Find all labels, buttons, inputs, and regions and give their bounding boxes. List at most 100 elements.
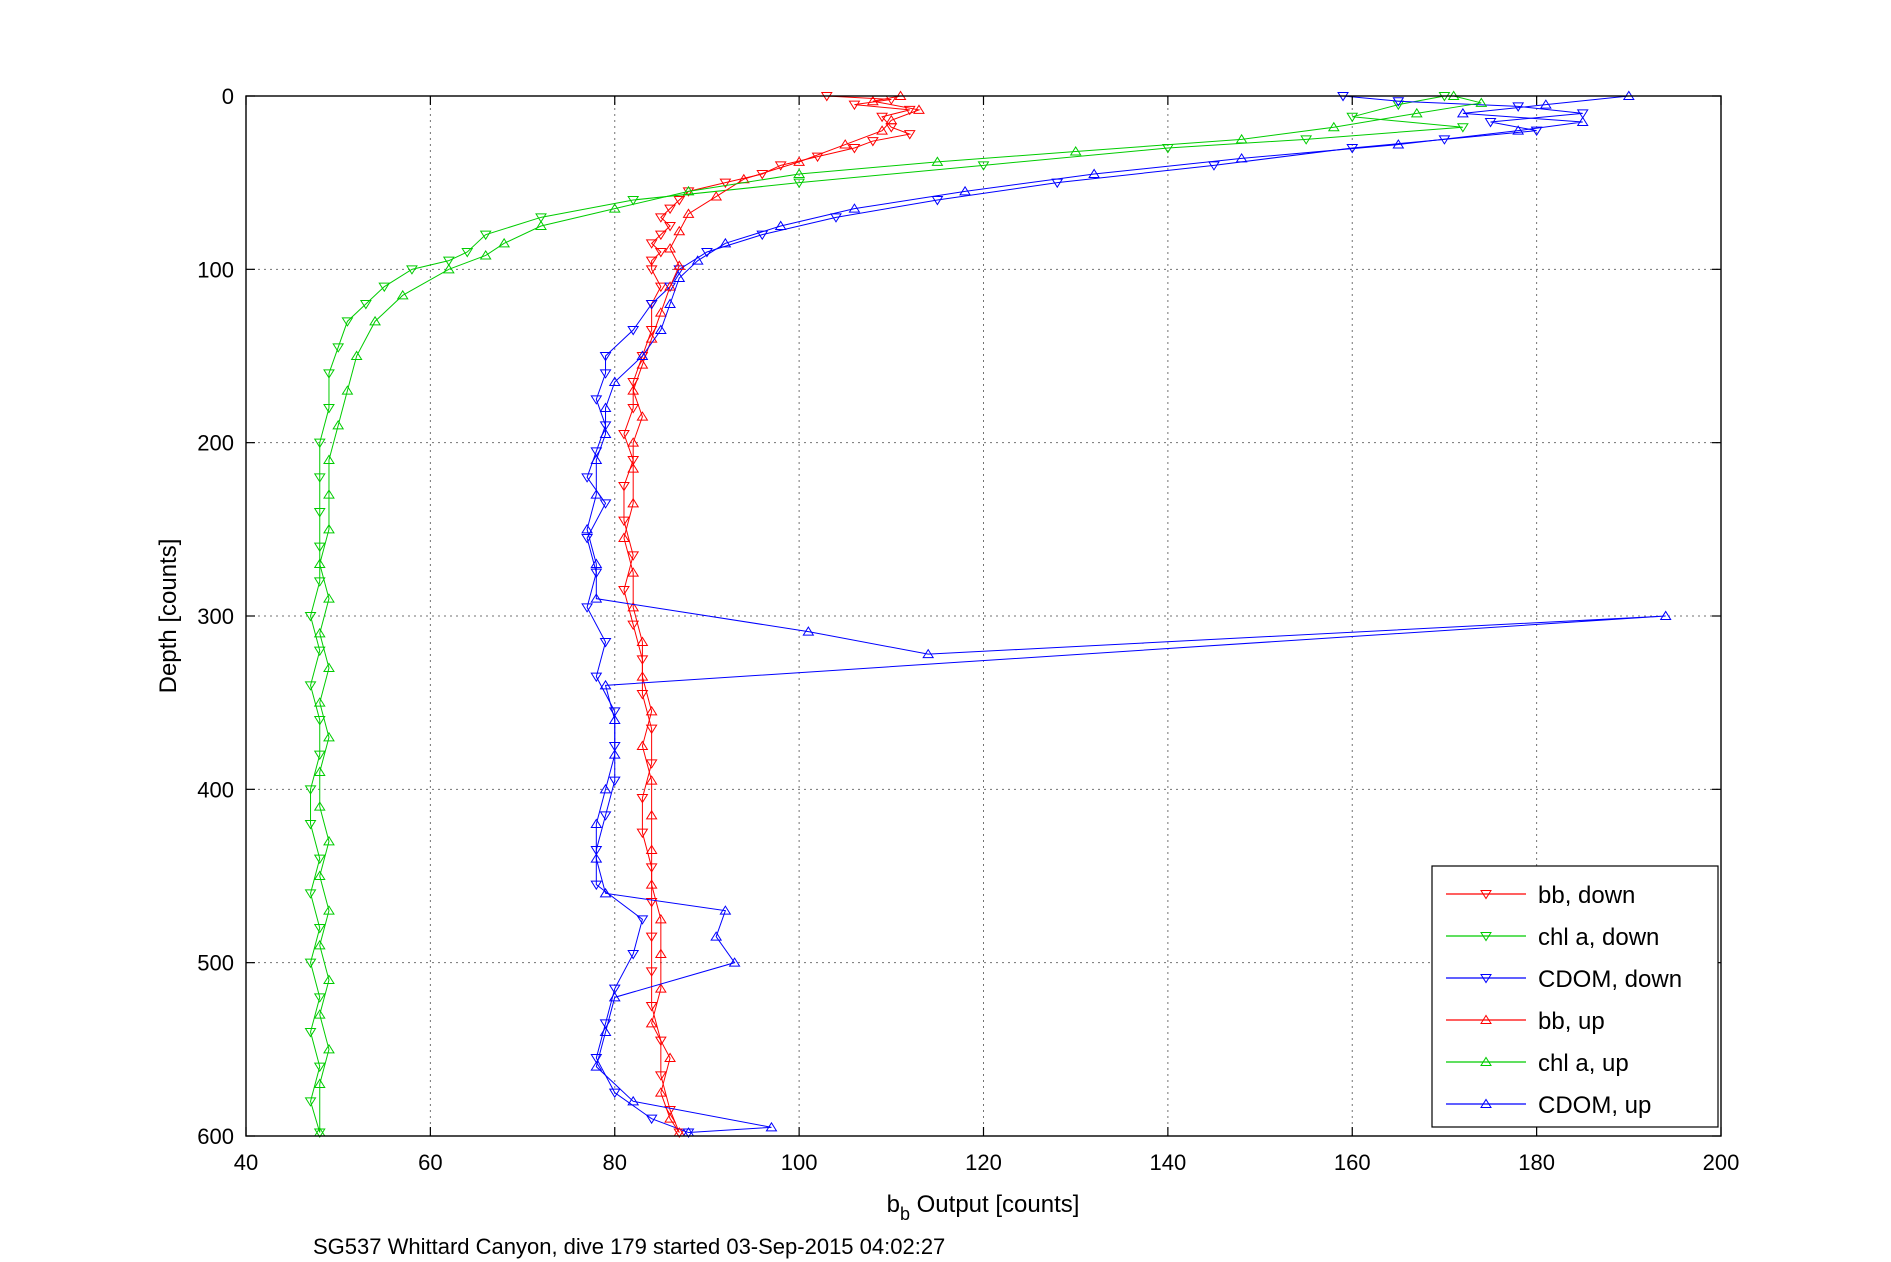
data-point-cdom-up [590,489,603,499]
data-point-cdom-down [756,230,769,241]
data-point-bb-up [866,95,879,106]
data-point-bb-down [664,222,676,232]
data-point-chl-a-up [313,627,326,638]
data-point-cdom-up [1392,139,1405,149]
legend-label: bb, up [1538,1008,1605,1035]
data-point-bb-up [636,740,649,750]
legend-label: bb, down [1538,882,1635,909]
data-point-chl-a-down [313,854,326,865]
series-cdom-up [581,90,1672,1137]
data-point-bb-down [645,256,658,267]
data-point-bb-up [682,208,695,218]
data-point-cdom-down [581,603,593,613]
data-point-chl-a-up [1235,133,1248,144]
data-point-chl-a-down [313,473,326,483]
data-point-bb-up [645,775,658,785]
data-point-chl-a-up [323,489,335,499]
data-point-bb-up [645,809,658,820]
data-point-bb-up [673,225,686,236]
data-point-bb-up [839,139,852,149]
data-point-bb-up [627,567,640,577]
data-point-cdom-up [608,749,621,759]
data-point-chl-a-down [332,343,345,353]
data-point-chl-a-up [323,974,335,984]
data-point-chl-a-up [1410,107,1423,118]
data-point-cdom-down [1484,118,1497,128]
data-point-chl-a-down [479,230,492,241]
data-point-chl-a-up [479,250,492,260]
data-point-cdom-up [590,1061,603,1071]
data-point-cdom-up [581,523,593,534]
data-point-cdom-down [627,326,640,336]
data-point-bb-down [627,404,640,414]
data-point-bb-up [636,359,649,369]
data-point-bb-down [654,1071,667,1081]
data-point-chl-a-up [323,523,335,534]
series-line-cdom-up [586,95,1666,1134]
data-point-chl-a-up [313,558,326,568]
data-point-bb-down [848,100,861,111]
data-point-chl-a-down [359,300,372,310]
legend-marker [1480,974,1492,984]
data-point-chl-a-up [323,593,335,603]
data-point-chl-a-down [406,265,418,275]
x-tick-label: 40 [234,1150,258,1175]
y-tick-label: 500 [197,951,234,976]
data-point-chl-a-up [323,835,335,846]
data-point-bb-down [627,551,640,561]
data-point-cdom-down [599,499,612,509]
y-axis-label: Depth [counts] [155,539,182,694]
data-point-cdom-down [590,880,603,891]
data-point-chl-a-up [1327,121,1340,132]
legend-marker [1480,1056,1492,1066]
y-tick-label: 400 [197,777,234,802]
data-point-cdom-up [608,714,621,724]
legend-marker [1480,890,1492,900]
data-point-bb-down [664,204,676,215]
data-point-cdom-down [645,300,658,310]
data-point-chl-a-down [1300,135,1313,145]
data-point-chl-a-up [313,697,326,707]
data-point-chl-a-down [313,438,326,449]
data-point-bb-up [664,1113,676,1123]
data-point-chl-a-down [1456,123,1469,133]
legend-entry-bb-down: bb, down [1446,882,1635,909]
data-point-cdom-up [590,818,603,828]
data-point-cdom-up [1235,152,1248,163]
data-point-bb-down [903,130,916,140]
data-point-chl-a-up [682,185,695,196]
x-tick-label: 80 [603,1150,627,1175]
data-point-chl-a-down [313,1062,326,1073]
data-point-cdom-up [728,957,741,967]
data-point-chl-a-up [608,203,621,213]
legend-marker [1480,1098,1492,1108]
data-point-chl-a-down [378,282,391,293]
data-point-bb-down [719,178,732,189]
data-point-cdom-up [599,887,612,898]
data-point-bb-up [627,385,640,395]
data-point-cdom-down [590,672,603,683]
data-point-chl-a-down [304,1028,317,1038]
data-point-cdom-up [691,255,704,265]
data-point-chl-a-up [323,1043,335,1054]
data-point-bb-up [664,243,676,253]
data-point-cdom-up [599,428,612,438]
data-point-bb-down [774,161,787,171]
data-point-chl-a-down [461,248,474,258]
data-point-chl-a-down [313,993,326,1003]
x-tick-label: 200 [1703,1150,1740,1175]
data-point-cdom-up [599,1026,612,1036]
data-point-chl-a-up [313,939,326,950]
data-point-bb-down [654,248,667,258]
data-series [304,90,1672,1138]
data-point-bb-up [664,281,676,291]
data-point-chl-a-down [442,256,455,267]
data-point-chl-a-down [627,196,640,206]
x-axis-label-subscript: b [900,1204,910,1224]
data-point-cdom-down [701,248,713,258]
data-point-bb-up [654,307,667,317]
data-point-cdom-up [636,350,649,360]
data-point-chl-a-up [323,905,335,915]
data-point-bb-down [848,144,861,154]
x-axis-label-rest: Output [counts] [910,1191,1079,1218]
